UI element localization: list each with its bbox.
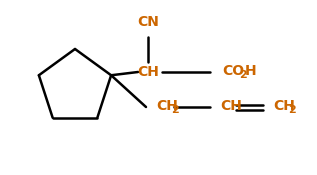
- Text: 2: 2: [288, 105, 296, 115]
- Text: H: H: [245, 64, 257, 78]
- Text: CH: CH: [156, 99, 178, 113]
- Text: CN: CN: [137, 15, 159, 29]
- Text: CO: CO: [222, 64, 244, 78]
- Text: 2: 2: [239, 70, 247, 80]
- Text: CH: CH: [137, 65, 159, 79]
- Text: CH: CH: [273, 99, 295, 113]
- Text: 2: 2: [171, 105, 179, 115]
- Text: CH: CH: [220, 99, 242, 113]
